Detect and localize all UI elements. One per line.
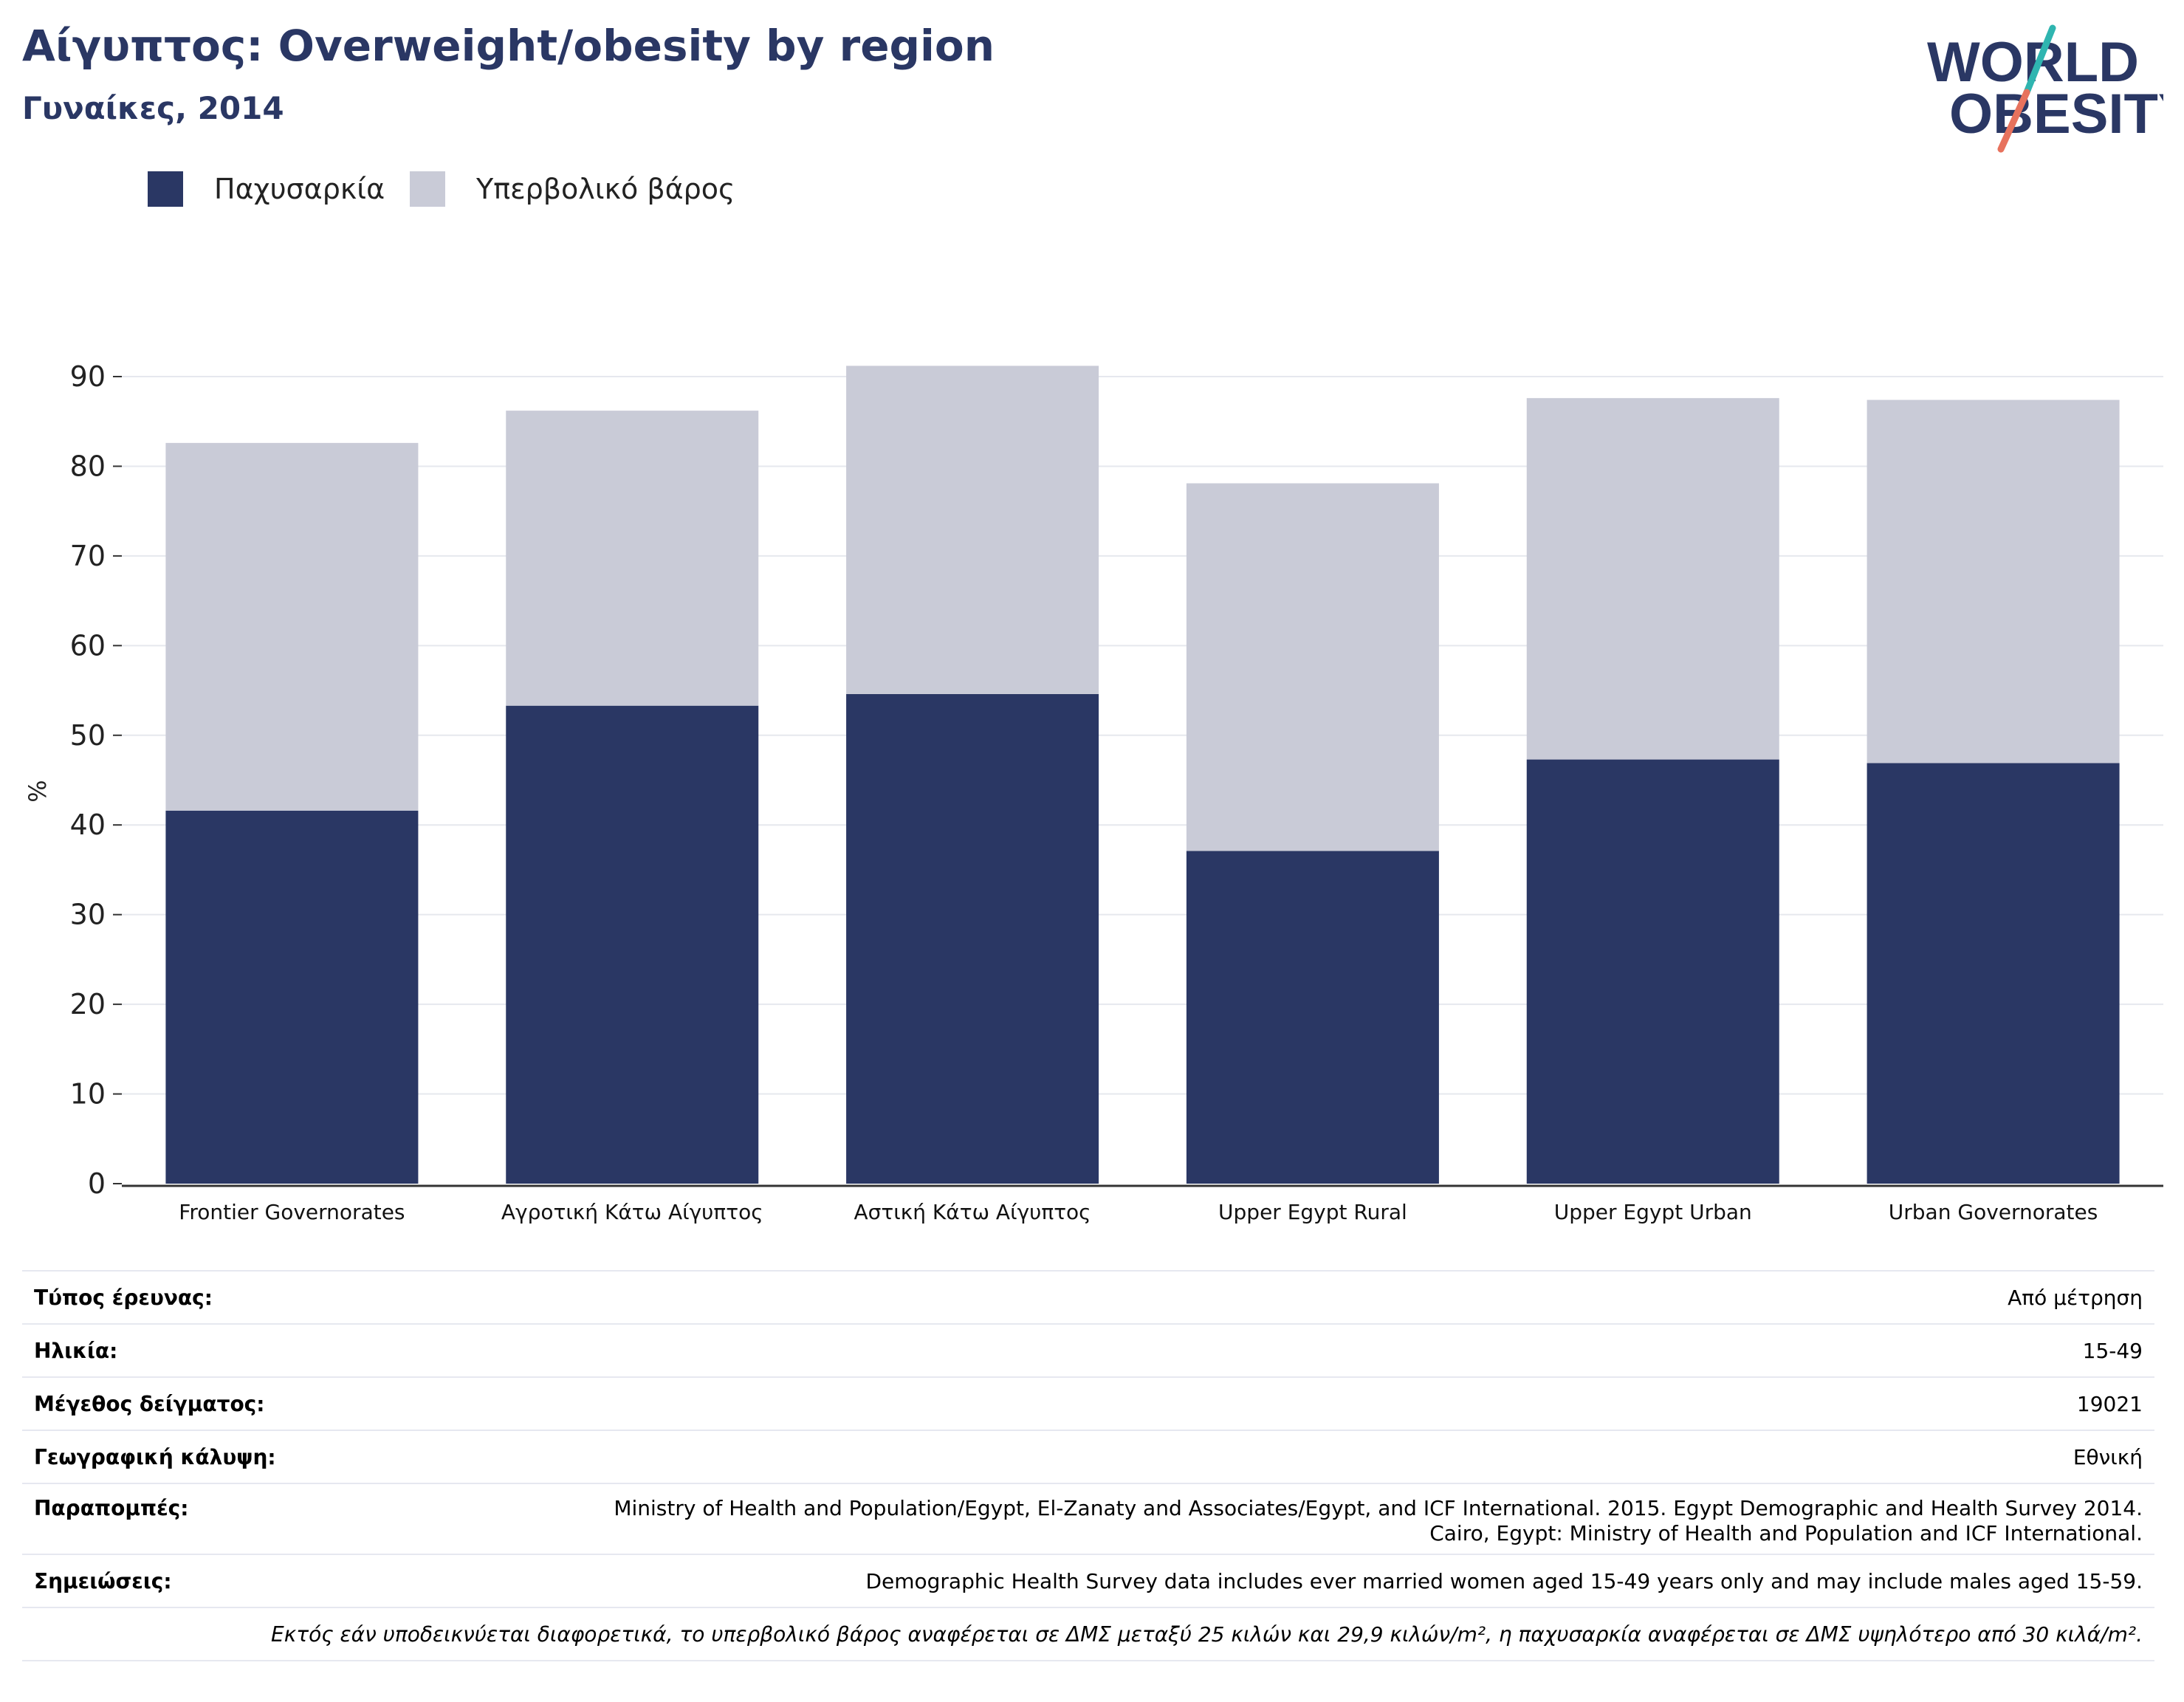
legend-label-obesity: Παχυσαρκία — [214, 173, 385, 205]
bar-obesity — [1186, 851, 1439, 1184]
bar-overweight — [1526, 398, 1779, 760]
y-tick-label: 20 — [70, 988, 106, 1020]
bar-overweight — [1867, 399, 2120, 764]
bar-obesity — [846, 693, 1099, 1184]
survey-details-table: Τύπος έρευνας: Από μέτρηση Ηλικία: 15-49… — [22, 1270, 2154, 1661]
bar-overweight — [165, 442, 419, 811]
y-tick-label: 60 — [70, 629, 106, 662]
detail-value: Εθνική — [2073, 1444, 2143, 1469]
detail-value: 15-49 — [2082, 1338, 2143, 1363]
logo-slash-coral — [1997, 89, 2030, 153]
chart-subtitle: Γυναίκες, 2014 — [22, 90, 284, 126]
bar-overweight — [846, 366, 1099, 694]
x-tick-label: Αστική Κάτω Αίγυπτος — [854, 1200, 1091, 1224]
y-tick-label: 40 — [70, 809, 106, 841]
bar-overweight — [506, 411, 759, 706]
x-tick-label: Αγροτική Κάτω Αίγυπτος — [501, 1200, 763, 1224]
bar-obesity — [506, 705, 759, 1184]
bar-overweight — [1186, 483, 1439, 851]
bar-obesity — [1526, 759, 1779, 1184]
bar-obesity — [165, 810, 419, 1184]
legend-swatch-obesity — [148, 171, 183, 207]
y-tick-label: 10 — [70, 1078, 106, 1111]
legend-label-overweight: Υπερβολικό βάρος — [476, 173, 735, 205]
detail-value: Ministry of Health and Population/Egypt,… — [614, 1496, 2143, 1545]
chart-title: Αίγυπτος: Overweight/obesity by region — [22, 21, 995, 71]
detail-label: Μέγεθος δείγματος: — [34, 1391, 265, 1416]
detail-value: Demographic Health Survey data includes … — [865, 1568, 2143, 1593]
y-tick-label: 70 — [70, 540, 106, 572]
footnote-text: Εκτός εάν υποδεικνύεται διαφορετικά, το … — [271, 1622, 2143, 1647]
y-tick-label: 90 — [70, 360, 106, 393]
detail-row-survey-type: Τύπος έρευνας: Από μέτρηση — [22, 1270, 2154, 1323]
detail-label: Γεωγραφική κάλυψη: — [34, 1444, 276, 1469]
logo-slash-teal — [2023, 24, 2056, 96]
world-obesity-logo: WORLD OBESITY — [1927, 24, 2163, 153]
x-tick-label: Upper Egypt Rural — [1218, 1200, 1407, 1224]
y-axis-label: % — [24, 780, 52, 802]
x-tick-label: Frontier Governorates — [179, 1200, 405, 1224]
detail-label: Παραπομπές: — [34, 1496, 189, 1520]
detail-row-references: Παραπομπές: Ministry of Health and Popul… — [22, 1483, 2154, 1554]
detail-row-footnote: Εκτός εάν υποδεικνύεται διαφορετικά, το … — [22, 1607, 2154, 1661]
bar-obesity — [1867, 763, 2120, 1184]
detail-row-notes: Σημειώσεις: Demographic Health Survey da… — [22, 1554, 2154, 1607]
detail-label: Σημειώσεις: — [34, 1568, 172, 1593]
detail-row-coverage: Γεωγραφική κάλυψη: Εθνική — [22, 1430, 2154, 1483]
detail-label: Ηλικία: — [34, 1338, 118, 1363]
y-tick-label: 50 — [70, 719, 106, 752]
y-tick-label: 30 — [70, 899, 106, 931]
x-tick-label: Upper Egypt Urban — [1554, 1200, 1752, 1224]
detail-label: Τύπος έρευνας: — [34, 1285, 213, 1310]
y-tick-label: 0 — [88, 1167, 106, 1200]
detail-value: Από μέτρηση — [2008, 1285, 2143, 1310]
logo-line2: OBESITY — [1949, 83, 2163, 145]
detail-row-age: Ηλικία: 15-49 — [22, 1323, 2154, 1376]
detail-value: 19021 — [2076, 1391, 2143, 1416]
legend-swatch-overweight — [410, 171, 445, 207]
x-tick-label: Urban Governorates — [1889, 1200, 2098, 1224]
y-tick-label: 80 — [70, 450, 106, 482]
detail-row-sample-size: Μέγεθος δείγματος: 19021 — [22, 1376, 2154, 1430]
stacked-bar-chart: 0 10 20 30 40 50 60 70 80 90% Frontier Governorate… — [24, 360, 2163, 1224]
